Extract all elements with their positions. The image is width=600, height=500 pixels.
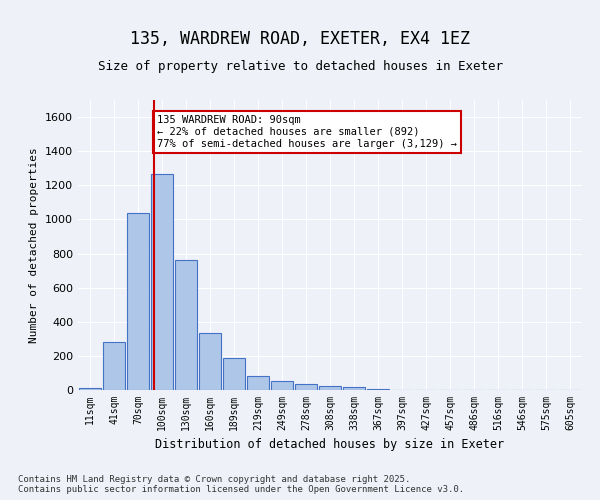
Bar — [271, 382, 293, 390]
Text: 135 WARDREW ROAD: 90sqm
← 22% of detached houses are smaller (892)
77% of semi-d: 135 WARDREW ROAD: 90sqm ← 22% of detache… — [157, 116, 457, 148]
Text: 135, WARDREW ROAD, EXETER, EX4 1EZ: 135, WARDREW ROAD, EXETER, EX4 1EZ — [130, 30, 470, 48]
Bar — [199, 333, 221, 390]
Bar — [319, 386, 341, 390]
Y-axis label: Number of detached properties: Number of detached properties — [29, 147, 40, 343]
Bar — [247, 376, 269, 390]
Bar — [367, 389, 389, 390]
Bar — [223, 358, 245, 390]
Bar — [295, 384, 317, 390]
Bar — [79, 388, 101, 390]
Text: Size of property relative to detached houses in Exeter: Size of property relative to detached ho… — [97, 60, 503, 73]
Bar — [343, 388, 365, 390]
X-axis label: Distribution of detached houses by size in Exeter: Distribution of detached houses by size … — [155, 438, 505, 452]
Bar — [127, 212, 149, 390]
Bar — [103, 342, 125, 390]
Bar — [151, 174, 173, 390]
Text: Contains HM Land Registry data © Crown copyright and database right 2025.
Contai: Contains HM Land Registry data © Crown c… — [18, 475, 464, 494]
Bar — [175, 260, 197, 390]
